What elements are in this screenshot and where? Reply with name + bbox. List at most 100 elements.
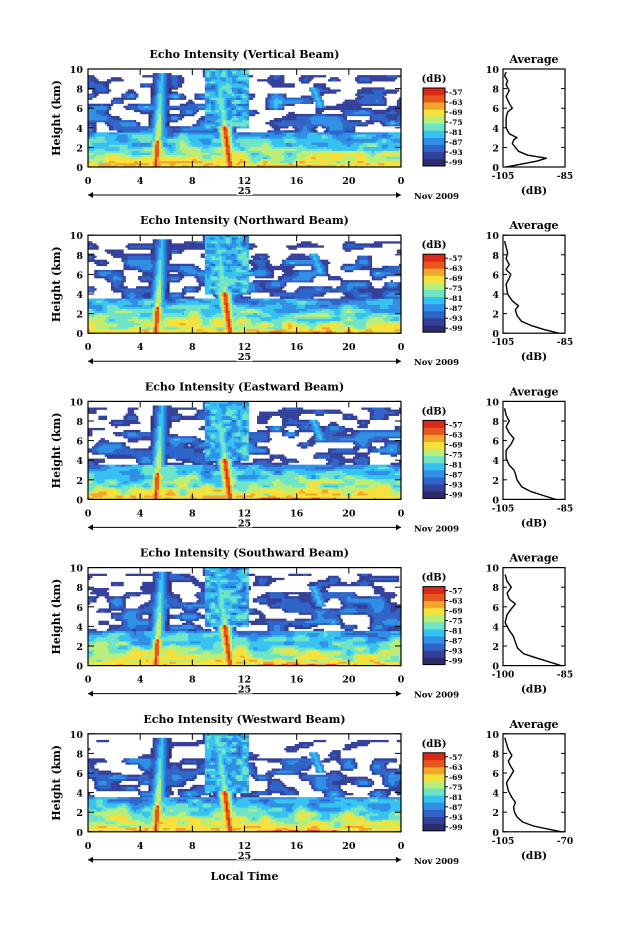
heatmap-cell — [138, 104, 140, 106]
heatmap-cell — [165, 159, 167, 161]
heatmap-cell — [163, 145, 165, 147]
heatmap-cell — [186, 132, 188, 134]
heatmap-cell — [119, 128, 121, 130]
heatmap-cell — [134, 94, 136, 96]
heatmap-cell — [144, 130, 146, 132]
heatmap-cell — [176, 108, 178, 110]
heatmap-cell — [105, 91, 107, 93]
heatmap-cell — [92, 75, 94, 77]
heatmap-cell — [144, 134, 146, 136]
heatmap-cell — [92, 120, 94, 122]
heatmap-cell — [90, 143, 92, 145]
heatmap-cell — [119, 138, 121, 140]
heatmap-cell — [180, 75, 182, 77]
heatmap-cell — [155, 79, 157, 81]
heatmap-cell — [98, 106, 100, 108]
heatmap-cell — [159, 122, 161, 124]
heatmap-cell — [92, 96, 94, 98]
heatmap-cell — [165, 155, 167, 157]
heatmap-cell — [105, 136, 107, 138]
heatmap-cell — [140, 104, 142, 106]
heatmap-cell — [167, 81, 169, 83]
heatmap-cell — [123, 143, 125, 145]
heatmap-cell — [103, 149, 105, 151]
heatmap-cell — [119, 126, 121, 128]
heatmap-cell — [182, 159, 184, 161]
heatmap-cell — [163, 112, 165, 114]
heatmap-cell — [103, 159, 105, 161]
heatmap-cell — [165, 81, 167, 83]
heatmap-cell — [167, 157, 169, 159]
heatmap-cell — [151, 83, 153, 85]
heatmap-cell — [153, 114, 155, 116]
heatmap-cell — [94, 163, 96, 165]
heatmap-cell — [130, 104, 132, 106]
heatmap-cell — [119, 98, 121, 100]
heatmap-cell — [98, 140, 100, 142]
heatmap-cell — [113, 147, 115, 149]
heatmap-cell — [163, 118, 165, 120]
heatmap-cell — [146, 157, 148, 159]
heatmap-cell — [94, 145, 96, 147]
heatmap-cell — [167, 163, 169, 165]
heatmap-cell — [142, 126, 144, 128]
heatmap-cell — [159, 140, 161, 142]
heatmap-cell — [101, 104, 103, 106]
heatmap-cell — [96, 153, 98, 155]
heatmap-cell — [132, 128, 134, 130]
heatmap-cell — [157, 157, 159, 159]
heatmap-cell — [182, 149, 184, 151]
heatmap-cell — [96, 132, 98, 134]
heatmap-cell — [92, 114, 94, 116]
heatmap-cell — [151, 143, 153, 145]
heatmap-cell — [171, 96, 173, 98]
chart-title: Echo Intensity (Vertical Beam) — [149, 48, 339, 61]
heatmap-cell — [153, 161, 155, 163]
heatmap-cell — [157, 130, 159, 132]
heatmap-cell — [184, 110, 186, 112]
heatmap-cell — [111, 100, 113, 102]
heatmap-cell — [134, 159, 136, 161]
heatmap-cell — [174, 128, 176, 130]
heatmap-cell — [174, 163, 176, 165]
heatmap-cell — [113, 163, 115, 165]
heatmap-cell — [186, 136, 188, 138]
heatmap-cell — [105, 140, 107, 142]
heatmap-cell — [176, 116, 178, 118]
heatmap-cell — [107, 134, 109, 136]
heatmap-cell — [159, 73, 161, 75]
heatmap-cell — [176, 157, 178, 159]
heatmap-cell — [117, 124, 119, 126]
heatmap-cell — [90, 130, 92, 132]
heatmap-cell — [105, 155, 107, 157]
heatmap-cell — [123, 130, 125, 132]
heatmap-cell — [103, 83, 105, 85]
heatmap-cell — [111, 140, 113, 142]
heatmap-cell — [101, 161, 103, 163]
heatmap-cell — [182, 130, 184, 132]
heatmap-cell — [155, 116, 157, 118]
heatmap-cell — [98, 81, 100, 83]
heatmap-cell — [98, 85, 100, 87]
heatmap-cell — [146, 138, 148, 140]
heatmap-cell — [92, 116, 94, 118]
heatmap-cell — [130, 153, 132, 155]
heatmap-cell — [132, 143, 134, 145]
heatmap-cell — [128, 140, 130, 142]
heatmap-cell — [138, 130, 140, 132]
heatmap-cell — [163, 130, 165, 132]
heatmap-cell — [90, 124, 92, 126]
heatmap-cell — [132, 132, 134, 134]
heatmap-cell — [169, 153, 171, 155]
heatmap-cell — [167, 153, 169, 155]
heatmap-cell — [144, 104, 146, 106]
heatmap-cell — [157, 149, 159, 151]
heatmap-cell — [161, 104, 163, 106]
heatmap-cell — [115, 118, 117, 120]
heatmap-cell — [109, 106, 111, 108]
heatmap-cell — [182, 140, 184, 142]
heatmap-cell — [96, 94, 98, 96]
heatmap-cell — [180, 149, 182, 151]
heatmap-cell — [153, 140, 155, 142]
heatmap-cell — [176, 143, 178, 145]
